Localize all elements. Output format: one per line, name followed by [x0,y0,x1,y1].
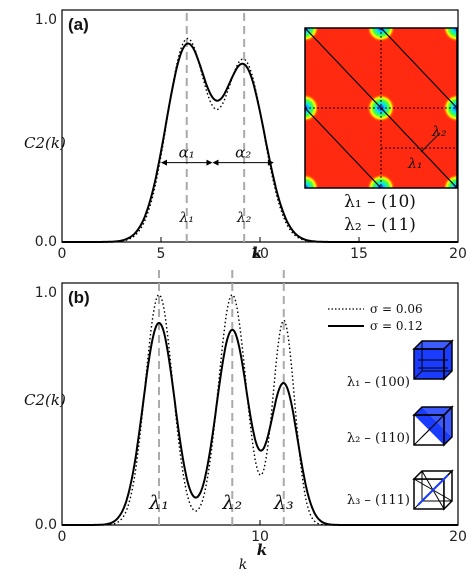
legend-label-sigma-006: σ = 0.06 [370,302,423,316]
xtick-label: 20 [449,529,467,545]
xtick-label: 10 [251,246,269,262]
panel-b-xticks: 0 10 20 [58,520,467,545]
xtick-label: 20 [449,246,467,262]
panel-b: (b) 1.0 0.0 C2(k) 0 10 20 k k λ₁ λ₂ λ₃ σ = 0… [24,270,467,572]
xtick-label: 10 [251,529,269,545]
panel-a-label: (a) [68,15,89,34]
panel-a-xticks: 0 5 10 15 20 [58,237,467,262]
xtick-label: 0 [58,246,67,262]
cube-label-111: λ₃ – (111) [347,493,410,508]
panel-a-xlabel: k [252,244,262,262]
panel-a-ytick-bottom: 0.0 [35,234,57,250]
width-label: α₁ [179,144,195,162]
panel-a: (a) 1.0 0.0 C2(k) 0 5 10 15 20 k λ₁ λ₂ α₁ α₂ [24,9,467,262]
inset-label-lambda1: λ₁ [407,156,423,172]
inset-lattice-image [304,27,458,189]
inset-legend-2: λ₂ – (11) [344,215,416,235]
cube-111-icon [412,469,454,511]
series-solid-line [62,42,458,243]
series-solid-line [62,321,458,526]
series-dotted-line [62,293,458,526]
panel-b-xlabel: k [257,541,267,559]
xtick-label: 0 [58,529,67,545]
panel-b-ytick-top: 1.0 [35,285,57,301]
panel-b-legend: σ = 0.06 σ = 0.12 [328,302,423,333]
cube-label-100: λ₁ – (100) [347,375,410,390]
peak-marker-label: λ₂ [236,210,252,226]
xtick-label: 5 [157,246,166,262]
width-arrow-head [212,159,219,166]
panel-b-label: (b) [68,288,90,307]
panel-b-ytick-bottom: 0.0 [35,517,57,533]
cube-label-110: λ₂ – (110) [347,431,410,446]
peak-marker-label: λ₂ [221,492,242,514]
width-arrow-head [206,159,213,166]
peak-marker-label: λ₁ [178,210,194,226]
panel-b-ylabel: C2(k) [24,391,66,409]
xtick-label: 15 [350,246,368,262]
width-arrow-head [161,159,167,166]
peak-marker-label: λ₁ [148,492,169,514]
legend-label-sigma-012: σ = 0.12 [370,319,423,333]
panel-a-ylabel: C2(k) [24,134,66,152]
panel-b-series [62,293,458,526]
cube-100-icon [412,339,454,381]
cube-110-icon [412,405,454,447]
inset-legend-1: λ₁ – (10) [344,192,416,212]
panel-a-widths: α₁ α₂ [161,144,274,166]
panel-b-xlabel-lower: k [239,557,247,572]
inset-label-lambda2: λ₂ [431,124,447,140]
panel-a-series [62,37,458,243]
peak-marker-label: λ₃ [273,492,294,514]
width-label: α₂ [235,144,251,162]
panel-a-ytick-top: 1.0 [35,12,57,28]
panel-a-markers: λ₁ λ₂ [178,13,252,242]
panel-b-markers: λ₁ λ₂ λ₃ [148,270,294,525]
